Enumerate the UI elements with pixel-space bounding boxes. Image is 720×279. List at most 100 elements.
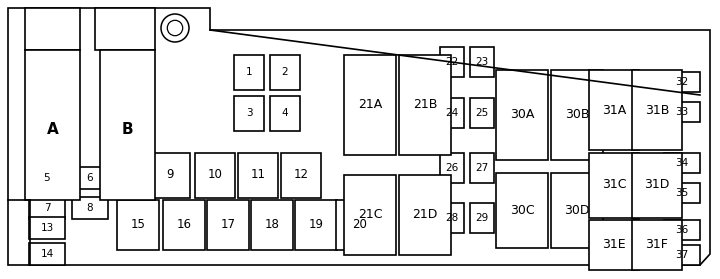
Text: 23: 23 [475, 57, 489, 67]
Bar [632, 220, 682, 270]
Bar [470, 98, 494, 128]
Text: 31B: 31B [645, 104, 669, 117]
Text: 8: 8 [86, 203, 94, 213]
Text: 15: 15 [130, 218, 145, 232]
Text: 26: 26 [446, 163, 459, 173]
Bar [281, 153, 321, 198]
Text: 29: 29 [475, 213, 489, 223]
Text: 27: 27 [475, 163, 489, 173]
Bar [589, 220, 639, 270]
Bar [440, 153, 464, 183]
Bar [72, 167, 108, 189]
Text: 30D: 30D [564, 203, 590, 217]
Text: 31A: 31A [602, 104, 626, 117]
Bar [150, 153, 190, 198]
Text: 13: 13 [40, 223, 53, 233]
Text: 35: 35 [675, 188, 688, 198]
Bar [496, 70, 548, 160]
Text: 22: 22 [446, 57, 459, 67]
Bar [270, 95, 300, 131]
Bar [270, 54, 300, 90]
Bar [632, 70, 682, 150]
Bar [344, 175, 396, 255]
Bar [238, 153, 278, 198]
Bar [440, 47, 464, 77]
Bar [589, 70, 639, 150]
Text: 32: 32 [675, 77, 688, 87]
Bar [440, 98, 464, 128]
Text: 21B: 21B [413, 98, 437, 112]
Bar [29, 167, 65, 189]
Bar [440, 203, 464, 233]
Bar [95, 8, 155, 50]
Bar [551, 172, 603, 247]
Bar [664, 153, 700, 173]
Text: 3: 3 [246, 108, 252, 118]
Bar [344, 55, 396, 155]
Text: 10: 10 [207, 169, 222, 182]
Bar [295, 200, 337, 250]
Text: B: B [122, 122, 133, 138]
Bar [664, 183, 700, 203]
Bar [589, 153, 639, 218]
Polygon shape [8, 8, 710, 265]
Bar [29, 243, 65, 265]
Bar [336, 200, 384, 250]
Text: 36: 36 [675, 225, 688, 235]
Text: 5: 5 [44, 173, 50, 183]
Text: 7: 7 [44, 203, 50, 213]
Text: 33: 33 [675, 107, 688, 117]
Bar [207, 200, 249, 250]
Text: 16: 16 [176, 218, 192, 232]
Text: 21A: 21A [358, 98, 382, 112]
Bar [234, 54, 264, 90]
Text: 21D: 21D [413, 208, 438, 222]
Bar [399, 175, 451, 255]
Bar [470, 203, 494, 233]
Text: 31E: 31E [602, 239, 626, 251]
Bar [29, 217, 65, 239]
Bar [25, 8, 80, 50]
Bar [251, 200, 293, 250]
Bar [399, 55, 451, 155]
Text: 20: 20 [353, 218, 367, 232]
Text: 1: 1 [246, 67, 252, 77]
Text: 24: 24 [446, 108, 459, 118]
Text: 11: 11 [251, 169, 266, 182]
Bar [551, 70, 603, 160]
Text: 2: 2 [282, 67, 288, 77]
Bar [496, 172, 548, 247]
Bar [664, 72, 700, 92]
Bar [470, 153, 494, 183]
Text: 9: 9 [166, 169, 174, 182]
Text: 37: 37 [675, 250, 688, 260]
Text: 28: 28 [446, 213, 459, 223]
Bar [100, 50, 155, 200]
Text: 25: 25 [475, 108, 489, 118]
Bar [117, 200, 159, 250]
Bar [72, 197, 108, 219]
Bar [195, 153, 235, 198]
Text: A: A [47, 122, 58, 138]
Text: 30C: 30C [510, 203, 534, 217]
Bar [664, 102, 700, 122]
Text: 31C: 31C [602, 179, 626, 191]
Text: 30A: 30A [510, 109, 534, 121]
Bar [664, 220, 700, 240]
Text: 30B: 30B [564, 109, 589, 121]
Text: 17: 17 [220, 218, 235, 232]
Text: 31D: 31D [644, 179, 670, 191]
Bar [664, 245, 700, 265]
Text: 31F: 31F [646, 239, 668, 251]
Text: 18: 18 [264, 218, 279, 232]
Text: 12: 12 [294, 169, 308, 182]
Bar [632, 153, 682, 218]
Text: 19: 19 [308, 218, 323, 232]
Text: 21C: 21C [358, 208, 382, 222]
Text: 4: 4 [282, 108, 288, 118]
Text: 6: 6 [86, 173, 94, 183]
Bar [29, 197, 65, 219]
Bar [234, 95, 264, 131]
Text: 34: 34 [675, 158, 688, 168]
Bar [470, 47, 494, 77]
